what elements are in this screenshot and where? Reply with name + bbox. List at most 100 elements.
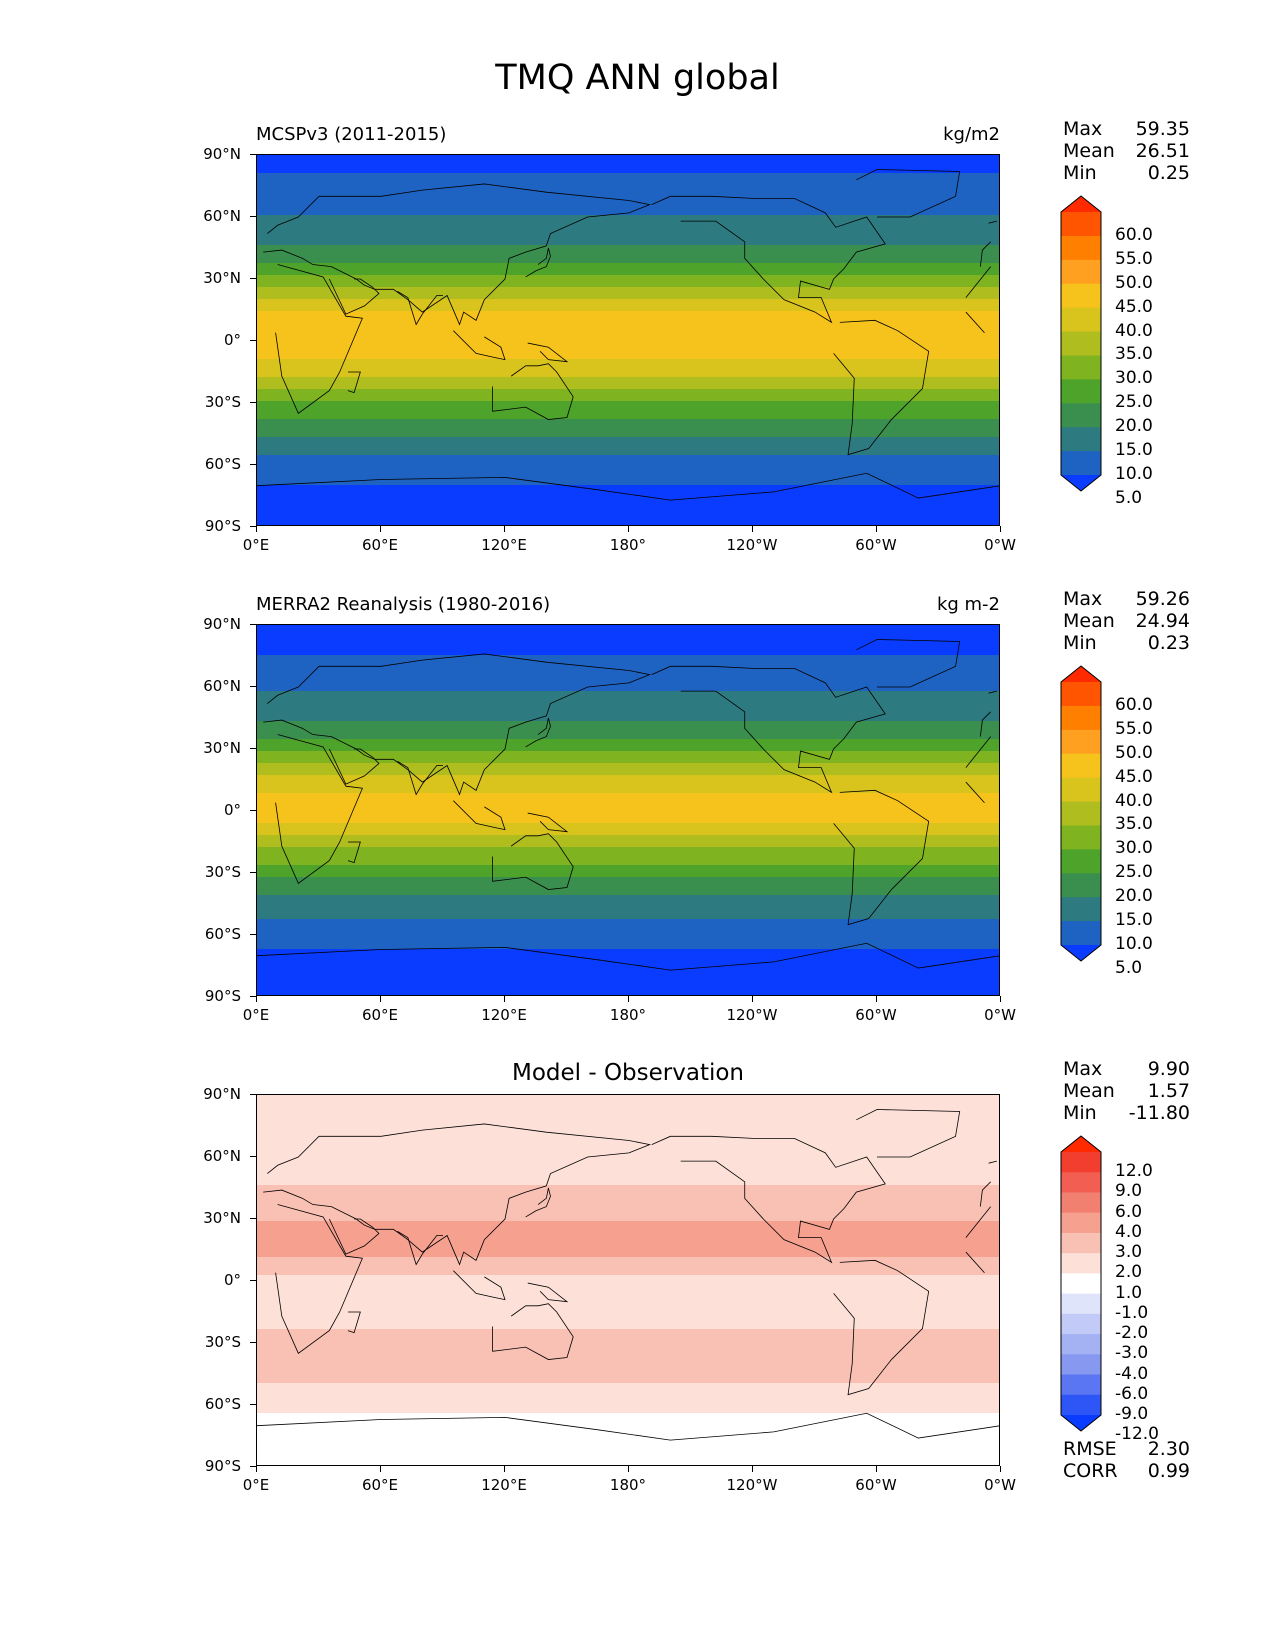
coastline-south_america [833, 789, 930, 926]
y-tick [250, 624, 256, 625]
stat-row: Mean 1.57 [1063, 1080, 1190, 1102]
coastline-india [397, 291, 443, 326]
zonal-band [257, 1317, 999, 1324]
y-tick-label: 90°S [204, 987, 241, 1005]
zonal-band [257, 703, 999, 710]
stat-row: Min 0.23 [1063, 632, 1190, 654]
zonal-band [257, 191, 999, 198]
zonal-band [257, 955, 999, 962]
zonal-band [257, 167, 999, 174]
zonal-band [257, 365, 999, 372]
x-tick-label: 120°W [726, 1006, 778, 1024]
colorbar-label: -12.0 [1115, 1424, 1159, 1445]
y-tick-label: 90°S [204, 1457, 241, 1475]
stat-row: Max 59.35 [1063, 118, 1190, 140]
zonal-band [257, 1455, 999, 1462]
colorbar-label: 60.0 [1115, 694, 1153, 715]
zonal-band [257, 943, 999, 950]
colorbar-label: 45.0 [1115, 296, 1153, 317]
zonal-band [257, 239, 999, 246]
coastline-uk [988, 220, 997, 224]
zonal-band [257, 817, 999, 824]
coastline-arabia [328, 1218, 380, 1255]
stats-box: Max 59.26 Mean 24.94 Min 0.23 [1063, 588, 1190, 654]
x-tick [380, 996, 381, 1002]
y-tick [250, 1342, 256, 1343]
x-tick-label: 0°E [242, 1006, 270, 1024]
x-tick [628, 526, 629, 532]
colorbar-bin [1061, 729, 1101, 755]
colorbar-bin [1061, 1334, 1101, 1355]
zonal-band [257, 637, 999, 644]
zonal-band [257, 221, 999, 228]
colorbar-label: 50.0 [1115, 272, 1153, 293]
zonal-band [257, 179, 999, 186]
colorbar-label: -4.0 [1115, 1363, 1149, 1384]
colorbar-label: 25.0 [1115, 392, 1153, 413]
stat-label: Min [1063, 632, 1097, 654]
x-tick [752, 996, 753, 1002]
coastline-africa [965, 736, 991, 768]
zonal-band [257, 919, 999, 926]
stat-label: Max [1063, 588, 1103, 610]
y-tick [250, 872, 256, 873]
y-tick [250, 1404, 256, 1405]
colorbar-label: 45.0 [1115, 766, 1153, 787]
zonal-band [257, 991, 999, 995]
coastline-africa [965, 266, 991, 298]
coastline-antarctica [257, 472, 999, 501]
coastline-arabia [328, 748, 380, 785]
zonal-band [257, 1227, 999, 1234]
colorbar-bin [1061, 682, 1101, 707]
colorbar-label: 1.0 [1115, 1282, 1143, 1303]
zonal-band [257, 419, 999, 426]
x-tick-label: 0°W [984, 1006, 1016, 1024]
zonal-band [257, 413, 999, 420]
zonal-band [257, 1443, 999, 1450]
zonal-band [257, 1131, 999, 1138]
x-tick-label: 180° [609, 536, 647, 554]
zonal-band [257, 787, 999, 794]
stat-row: Max 9.90 [1063, 1058, 1190, 1080]
zonal-band [257, 1353, 999, 1360]
zonal-band [257, 661, 999, 668]
x-tick [256, 996, 257, 1002]
zonal-band [257, 257, 999, 264]
zonal-band [257, 1281, 999, 1288]
x-tick [1000, 996, 1001, 1002]
stat-value: 9.90 [1147, 1058, 1190, 1080]
y-tick [250, 402, 256, 403]
zonal-band [257, 395, 999, 402]
x-tick-label: 180° [609, 1476, 647, 1494]
zonal-band [257, 829, 999, 836]
y-tick [250, 934, 256, 935]
zonal-band [257, 625, 999, 632]
colorbar-bin [1061, 1192, 1101, 1214]
coastline-africa [275, 734, 363, 884]
colorbar-label: 9.0 [1115, 1181, 1143, 1202]
zonal-band [257, 455, 999, 462]
zonal-band [257, 245, 999, 252]
zonal-band [257, 227, 999, 234]
zonal-band [257, 685, 999, 692]
colorbar-extend-min [1061, 475, 1101, 491]
zonal-band [257, 503, 999, 510]
zonal-band [257, 775, 999, 782]
zonal-band [257, 967, 999, 974]
stat-value: 2.30 [1147, 1438, 1190, 1460]
zonal-band [257, 1173, 999, 1180]
colorbar-bin [1061, 259, 1101, 285]
colorbar-label: 35.0 [1115, 814, 1153, 835]
zonal-band [257, 1287, 999, 1294]
zonal-band [257, 691, 999, 698]
zonal-band [257, 763, 999, 770]
zonal-band [257, 1377, 999, 1384]
coastline-europe_asia [263, 653, 652, 796]
stat-label: CORR [1063, 1460, 1118, 1482]
colorbar-bin [1061, 355, 1101, 380]
zonal-band [257, 311, 999, 318]
zonal-band [257, 383, 999, 390]
zonal-band [257, 697, 999, 704]
stats-box: Max 59.35 Mean 26.51 Min 0.25 [1063, 118, 1190, 184]
zonal-band [257, 751, 999, 758]
